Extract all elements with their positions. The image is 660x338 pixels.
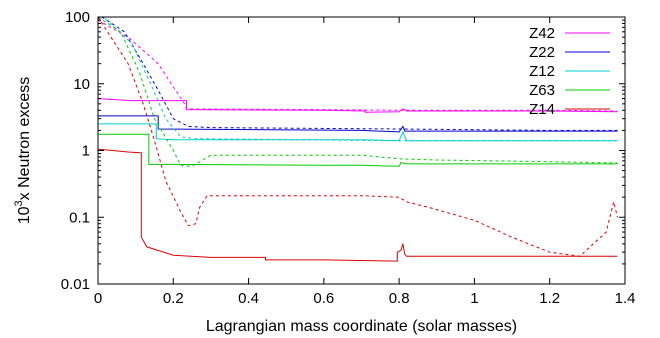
legend-label-z22: Z22 (529, 44, 555, 61)
x-tick-label: 0 (94, 290, 102, 307)
legend-label-z14: Z14 (529, 101, 555, 118)
x-tick-label: 1 (470, 290, 478, 307)
x-tick-label: 1.4 (615, 290, 636, 307)
series-z63-dashed-line (98, 17, 618, 167)
series-z42-line (98, 98, 618, 113)
y-tick-label: 0.01 (61, 276, 90, 293)
series-z12-line (98, 123, 618, 142)
series-z14-dashed-line (98, 17, 618, 257)
y-axis-label-rest: x Neutron excess (16, 77, 33, 201)
legend: Z42 Z22 Z12 Z63 Z14 (529, 25, 610, 118)
y-tick-label: 10 (73, 76, 90, 93)
series-z63-line (98, 133, 618, 167)
y-axis-label-exp: 3 (13, 200, 25, 206)
legend-label-z63: Z63 (529, 82, 555, 99)
series-z14-line (98, 148, 618, 262)
series-layer (98, 17, 618, 262)
y-tick-label: 1 (82, 143, 90, 160)
x-tick-label: 0.2 (163, 290, 184, 307)
y-axis-label-base: 10 (16, 206, 33, 224)
legend-label-z42: Z42 (529, 25, 555, 42)
y-tick-label: 100 (65, 9, 90, 26)
y-axis-label: 103x Neutron excess (13, 77, 33, 225)
ticks-layer: 0 0.2 0.4 0.6 0.8 1 1.2 1.4 100 10 1 0.1 0.01 (61, 9, 636, 307)
y-tick-label: 0.1 (69, 209, 90, 226)
legend-label-z12: Z12 (529, 63, 555, 80)
plot-frame (97, 16, 626, 285)
series-z42-dashed-line (98, 19, 618, 112)
x-tick-label: 0.8 (389, 290, 410, 307)
x-tick-label: 0.4 (238, 290, 259, 307)
x-tick-label: 1.2 (539, 290, 560, 307)
x-tick-label: 0.6 (313, 290, 334, 307)
series-z22-line (98, 115, 618, 133)
x-axis-label: Lagrangian mass coordinate (solar masses… (206, 318, 517, 335)
